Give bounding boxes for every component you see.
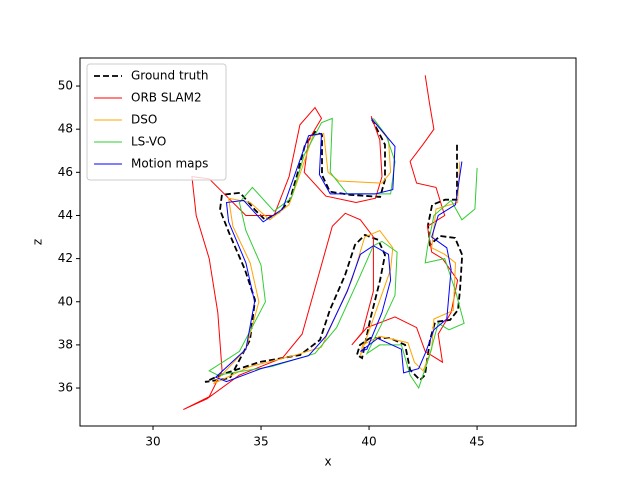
y-tick-label: 40	[58, 294, 73, 308]
x-tick-label: 40	[361, 435, 376, 449]
y-tick-label: 50	[58, 79, 73, 93]
y-tick-label: 46	[58, 165, 73, 179]
legend-label: LS-VO	[131, 135, 166, 149]
axes-frame	[79, 57, 577, 427]
x-tick-label: 45	[469, 435, 484, 449]
x-tick-label: 35	[253, 435, 268, 449]
x-tick-label: 30	[145, 435, 160, 449]
y-tick-label: 48	[58, 122, 73, 136]
legend-box	[86, 63, 227, 181]
y-tick-label: 36	[58, 381, 73, 395]
legend-label: ORB SLAM2	[131, 91, 202, 105]
trajectory-line	[214, 118, 463, 383]
legend-label: Ground truth	[131, 69, 209, 83]
trajectory-line	[208, 117, 478, 390]
y-tick-label: 38	[58, 337, 73, 351]
y-axis-label: z	[31, 239, 45, 245]
y-tick-label: 44	[58, 208, 73, 222]
legend-label: DSO	[131, 113, 157, 127]
legend-label: Motion maps	[131, 157, 208, 171]
x-axis-label: x	[324, 455, 331, 469]
y-tick-label: 42	[58, 251, 73, 265]
trajectory-line	[183, 75, 459, 411]
